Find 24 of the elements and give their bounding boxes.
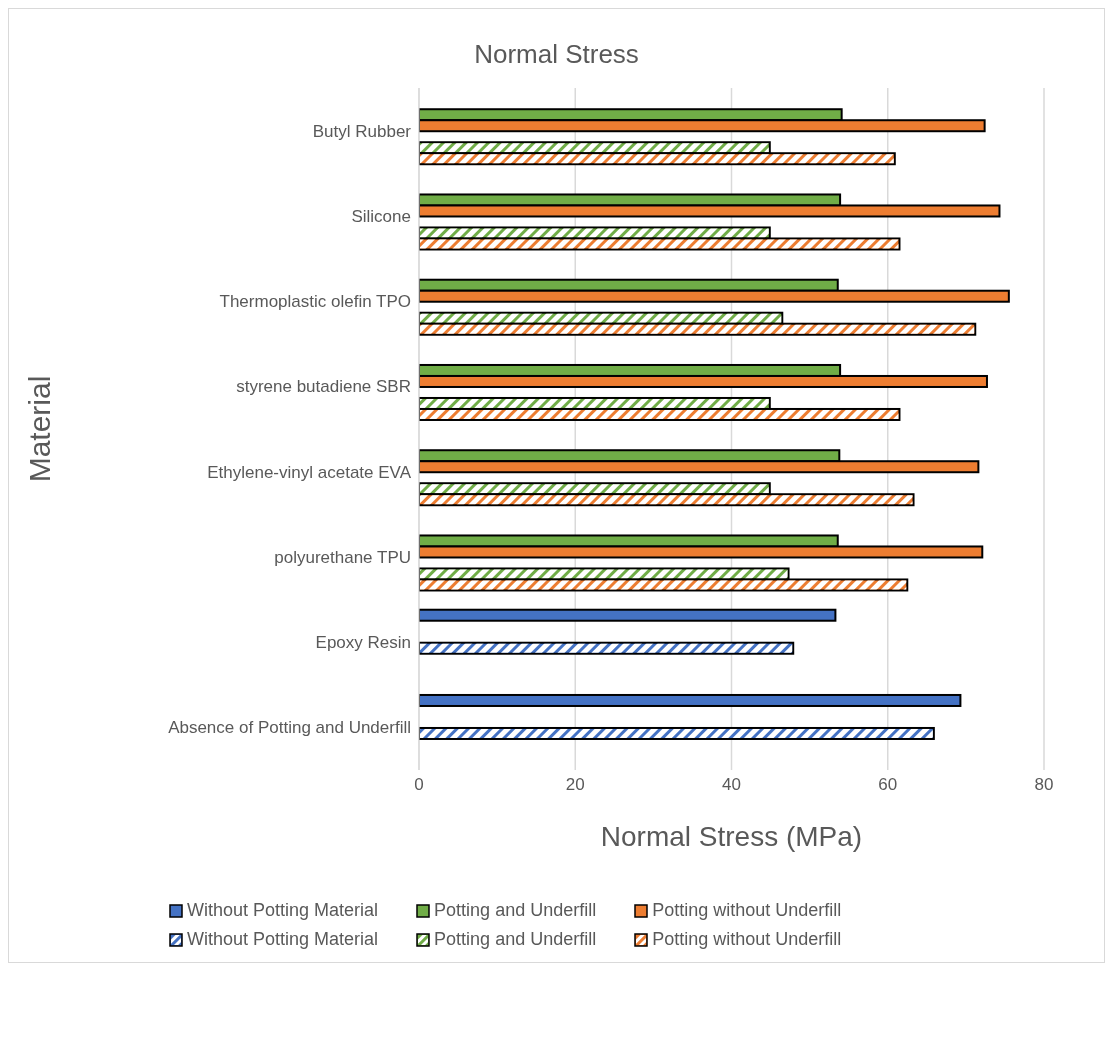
legend-label: Potting and Underfill — [434, 900, 597, 921]
y-tick-label: Thermoplastic olefin TPO — [219, 292, 411, 312]
y-tick-label: Epoxy Resin — [315, 633, 411, 653]
legend-label: Potting without Underfill — [652, 900, 842, 921]
x-tick-label: 0 — [414, 775, 424, 795]
y-tick-label: Butyl Rubber — [312, 121, 412, 141]
bar — [419, 693, 962, 707]
bar — [419, 608, 837, 622]
legend-label: Without Potting Material — [187, 900, 379, 921]
y-tick-label: polyurethane TPU — [274, 547, 411, 567]
x-axis-title: Normal Stress (MPa) — [600, 821, 863, 852]
legend-label: Potting without Underfill — [652, 929, 842, 950]
x-tick-label: 80 — [1034, 775, 1054, 795]
y-tick-label: styrene butadiene SBR — [236, 377, 411, 397]
x-tick-label: 20 — [565, 775, 585, 795]
x-tick-label: 40 — [722, 775, 741, 795]
x-tick-label: 60 — [878, 775, 898, 795]
legend-label: Without Potting Material — [187, 929, 379, 950]
chart-title: Normal Stress — [473, 38, 640, 70]
y-tick-label: Absence of Potting and Underfill — [168, 718, 411, 738]
y-tick-label: Silicone — [351, 206, 411, 226]
y-axis-title: Material — [22, 375, 56, 483]
y-tick-label: Ethylene-vinyl acetate EVA — [207, 462, 412, 482]
legend-label: Potting and Underfill — [434, 929, 597, 950]
